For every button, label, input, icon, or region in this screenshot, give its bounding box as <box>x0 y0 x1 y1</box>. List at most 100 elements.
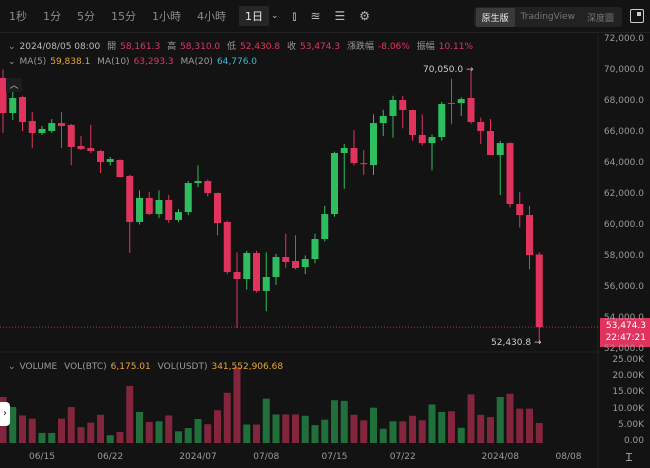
volume-bar <box>184 428 192 443</box>
price-tick-label: 64,000.0 <box>603 158 644 168</box>
candle-body <box>194 181 202 184</box>
candle-body <box>448 102 455 104</box>
candle-body <box>243 252 251 280</box>
volume-bar <box>409 415 416 443</box>
vol-usdt-value: 341,552,906.68 <box>211 362 284 372</box>
indicator-icon[interactable]: ≊ <box>310 9 321 23</box>
price-tick-label: 60,000.0 <box>603 220 644 230</box>
candle-body <box>253 252 260 291</box>
candle-body <box>155 199 163 215</box>
volume-bar <box>136 411 143 443</box>
candle-body <box>350 148 358 164</box>
interval-1s[interactable]: 1秒 <box>9 10 27 23</box>
volume-bar <box>272 414 280 443</box>
candle-body <box>370 123 377 166</box>
price-tick-label: 68,000.0 <box>603 96 644 106</box>
ma5-label: MA(5) <box>19 57 47 67</box>
ma10-value: 63,293.3 <box>133 57 174 67</box>
candle-countdown: 22:47:21 <box>605 333 646 343</box>
price-tick-label: 62,000.0 <box>603 189 644 199</box>
date-tick-label: 06/15 <box>29 452 55 462</box>
chevron-down-icon[interactable]: ⌄ <box>8 362 16 372</box>
view-native[interactable]: 原生版 <box>475 7 515 27</box>
volume-bar <box>233 366 241 443</box>
volume-bar <box>321 419 329 443</box>
interval-1h[interactable]: 1小時 <box>152 10 181 23</box>
volume-bar <box>438 411 446 443</box>
low-label: 低 <box>227 42 237 52</box>
vol-btc-label: VOL(BTC) <box>64 362 107 372</box>
high-marker: 70,050.0 → <box>423 65 474 75</box>
price-tick-label: 58,000.0 <box>603 251 644 261</box>
chevron-down-icon[interactable]: ⌄ <box>271 11 279 21</box>
high-label: 高 <box>167 42 177 52</box>
volume-bar <box>243 424 251 443</box>
candle-body <box>467 97 475 122</box>
volume-bar <box>145 421 153 443</box>
candle-body <box>292 261 299 269</box>
volume-tick-label: 15.00K <box>612 387 644 398</box>
volume-bar <box>379 428 387 443</box>
date-tick-label: 07/22 <box>389 452 416 462</box>
candle-body <box>38 128 46 133</box>
candle-body <box>165 199 173 220</box>
volume-tick-label: 20.00K <box>612 371 644 382</box>
interval-1m[interactable]: 1分 <box>43 10 61 23</box>
view-switcher: 原生版 TradingView 深度圖 <box>473 7 622 27</box>
interval-5m[interactable]: 5分 <box>77 10 95 23</box>
candle-body <box>379 115 387 124</box>
ma20-value: 64,776.0 <box>216 57 258 67</box>
close-label: 收 <box>287 42 297 52</box>
price-tick-label: 66,000.0 <box>603 127 644 137</box>
volume-label: VOLUME <box>19 362 58 372</box>
volume-bar <box>428 404 436 443</box>
volume-info: ⌄ VOLUME VOL(BTC) 6,175.01 VOL(USDT) 341,55… <box>8 362 287 372</box>
collapse-button[interactable]: ︿ <box>6 78 22 92</box>
candle-body <box>282 257 290 262</box>
ma20-label: MA(20) <box>180 57 213 67</box>
gear-icon[interactable]: ⚙ <box>359 9 370 23</box>
candle-body <box>272 257 280 277</box>
candle-body <box>409 110 416 136</box>
candle-body <box>19 97 26 122</box>
view-depth[interactable]: 深度圖 <box>586 13 614 24</box>
vol-usdt-label: VOL(USDT) <box>157 362 208 372</box>
interval-15m[interactable]: 15分 <box>111 10 136 23</box>
view-tradingview[interactable]: TradingView <box>520 12 575 22</box>
amplitude-label: 振幅 <box>416 42 435 52</box>
text-cursor-icon: Ɪ <box>625 451 632 464</box>
candle-body <box>204 181 212 193</box>
interval-4h[interactable]: 4小時 <box>197 10 226 23</box>
price-tick-label: 56,000.0 <box>603 282 644 292</box>
volume-bar <box>38 432 46 443</box>
volume-tick-label: 25.00K <box>612 355 644 365</box>
change-value: -8.06% <box>377 42 410 52</box>
volume-bar <box>292 414 299 443</box>
price-tick-label: 54,000.0 <box>603 313 644 323</box>
last-price-badge: 53,474.3 22:47:21 <box>600 318 650 347</box>
chevron-down-icon[interactable]: ⌄ <box>8 42 16 52</box>
expand-sidebar-button[interactable]: › <box>0 402 10 426</box>
volume-bar <box>311 425 319 443</box>
volume-bar <box>9 407 17 443</box>
volume-bar <box>262 398 270 443</box>
list-settings-icon[interactable]: ☰ <box>334 9 346 23</box>
date-tick-label: 07/08 <box>253 452 280 462</box>
date-tick-label: 06/22 <box>97 452 124 462</box>
chevron-down-icon[interactable]: ⌄ <box>8 57 16 67</box>
volume-bar <box>223 392 231 443</box>
interval-1d[interactable]: 1日 <box>239 6 269 26</box>
candle-body <box>48 123 56 131</box>
candle-body <box>223 221 231 273</box>
ma-info: ⌄ MA(5) 59,838.1 MA(10) 63,293.3 MA(20) 64,7… <box>8 57 261 67</box>
volume-bar <box>116 431 124 443</box>
fullscreen-icon[interactable] <box>630 9 644 23</box>
amplitude-value: 10.11% <box>438 42 474 52</box>
candle-body <box>487 130 494 156</box>
volume-bar <box>506 393 514 443</box>
date-tick-label: 07/15 <box>321 452 348 462</box>
candle-type-icon[interactable]: ⫾ <box>292 8 297 23</box>
volume-bar <box>28 418 36 443</box>
